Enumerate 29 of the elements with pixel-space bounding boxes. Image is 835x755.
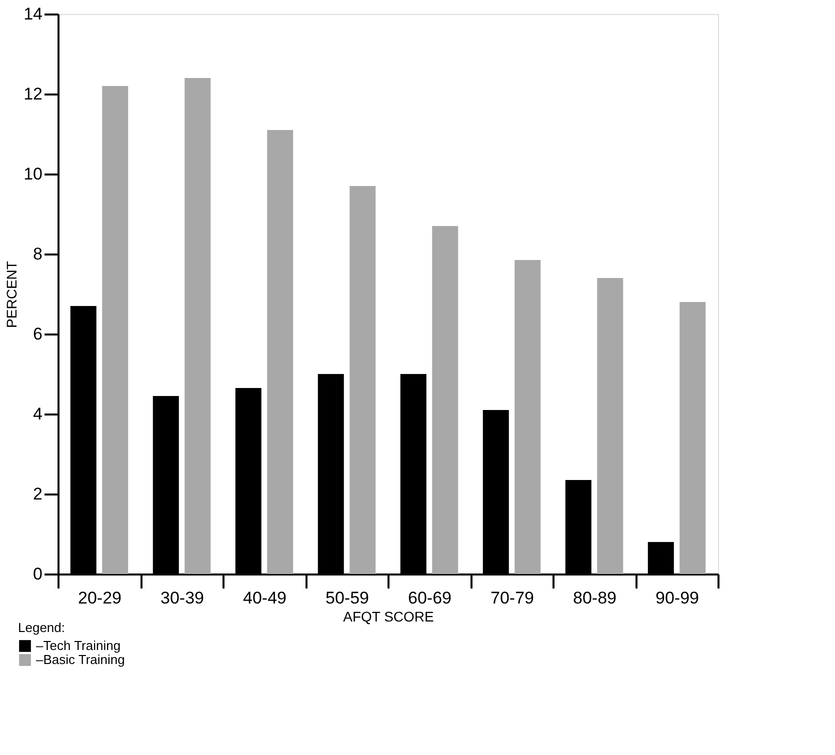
y-tick-label: 14	[24, 4, 42, 24]
x-axis-title: AFQT SCORE	[343, 608, 434, 624]
bar	[597, 278, 624, 574]
bar	[432, 226, 458, 574]
legend-label: –Tech Training	[36, 638, 121, 653]
bar	[680, 302, 706, 574]
legend-title: Legend:	[18, 620, 65, 635]
x-tick-label: 80-89	[573, 588, 616, 608]
x-tick-label: 40-49	[243, 588, 286, 608]
legend-label: –Basic Training	[36, 652, 125, 667]
x-tick-label: 20-29	[78, 588, 122, 608]
y-tick-label: 8	[33, 244, 42, 264]
y-tick-label: 6	[33, 324, 42, 344]
bar	[350, 186, 376, 574]
bar	[267, 130, 294, 574]
x-tick-label: 60-69	[408, 588, 452, 608]
y-tick-label: 0	[33, 564, 42, 584]
y-axis-title: PERCENT	[4, 260, 20, 328]
y-tick-label: 2	[33, 484, 42, 504]
bar	[102, 86, 128, 574]
x-tick-label: 50-59	[326, 588, 369, 608]
bar	[514, 260, 541, 574]
bar	[184, 78, 211, 574]
y-tick-label: 4	[33, 404, 42, 424]
x-tick-label: 30-39	[160, 588, 204, 608]
x-tick-label: 70-79	[490, 588, 534, 608]
x-tick-label: 90-99	[656, 588, 699, 608]
y-tick-label: 12	[24, 84, 42, 104]
y-tick-label: 10	[24, 164, 42, 184]
